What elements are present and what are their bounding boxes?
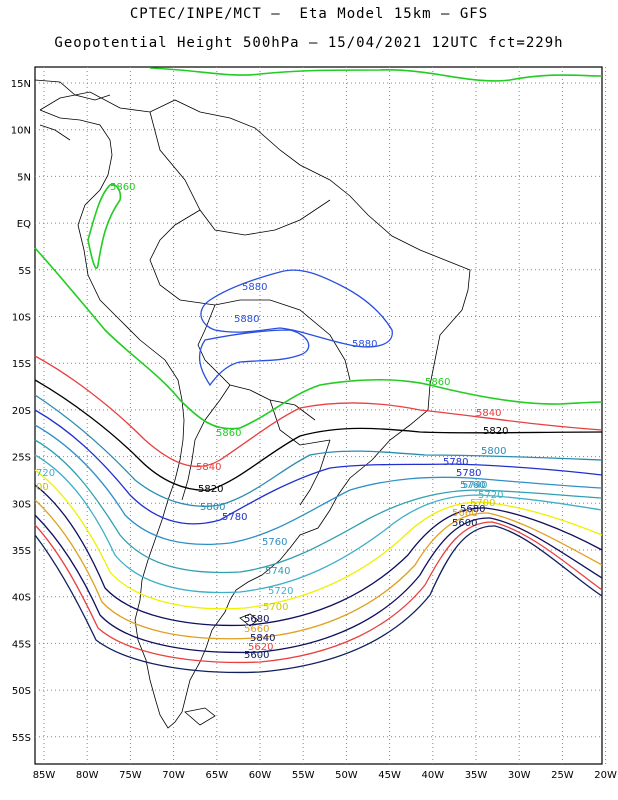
label-5740-b: 5740 [462, 480, 487, 491]
contour-5660 [34, 499, 603, 640]
label-5660-a: 5660 [244, 624, 269, 635]
contour-5860-andes [87, 183, 122, 269]
map-frame [34, 66, 603, 765]
lon-tick-label: 55W [292, 770, 315, 781]
contour-labels: 5880 5880 5880 5860 5860 5860 5840 5840 … [36, 182, 508, 661]
contour-5700 [34, 469, 603, 610]
label-5880-b: 5880 [234, 314, 259, 325]
label-5820-a: 5820 [483, 426, 508, 437]
label-5860-c: 5860 [216, 428, 241, 439]
contour-5620 [34, 521, 603, 664]
label-5640: 5840 [250, 633, 275, 644]
lon-tick-label: 50W [335, 770, 358, 781]
lat-tick-label: 10N [11, 126, 31, 137]
south-america-coast [39, 91, 471, 729]
lat-tick-label: 15N [11, 79, 31, 90]
falkland-islands [239, 613, 259, 627]
contour-5740 [34, 439, 603, 574]
contour-5720 [34, 454, 603, 594]
label-5600-b: 5600 [452, 518, 477, 529]
contour-5600 [34, 525, 603, 674]
lon-tick-label: 75W [119, 770, 142, 781]
lat-tick-label: 15S [12, 359, 31, 370]
contour-5760 [34, 424, 603, 546]
lon-tick-label: 45W [378, 770, 401, 781]
contour-5680 [34, 484, 603, 627]
lat-tick-label: 5S [18, 266, 31, 277]
label-5880-c: 5880 [352, 339, 377, 350]
label-5620: 5620 [248, 642, 273, 653]
lon-tick-label: 60W [249, 770, 272, 781]
contour-5880-north [200, 269, 393, 348]
label-5860-b: 5860 [425, 377, 450, 388]
lat-tick-label: 25S [12, 453, 31, 464]
lon-tick-label: 65W [205, 770, 228, 781]
lon-tick-label: 70W [162, 770, 185, 781]
label-5700-a: 00 [36, 482, 49, 493]
lat-tick-label: 30S [12, 499, 31, 510]
contour-5860-north [149, 67, 603, 82]
contour-5800 [34, 394, 603, 507]
label-5780-c: 5780 [456, 468, 481, 479]
lon-tick-label: 20W [594, 770, 617, 781]
grid-lines [35, 67, 607, 764]
lat-tick-label: 45S [12, 639, 31, 650]
contour-5860 [34, 67, 603, 430]
label-5700-b: 5700 [263, 602, 288, 613]
lat-tick-label: 40S [12, 593, 31, 604]
central-america-coast [34, 79, 111, 141]
country-borders [149, 111, 351, 506]
lon-tick-label: 35W [465, 770, 488, 781]
label-5700-c: 5700 [470, 498, 495, 509]
label-5720-c: 5720 [478, 490, 503, 501]
label-5800-b: 5800 [200, 502, 225, 513]
lon-tick-label: 85W [33, 770, 56, 781]
lon-tick-label: 80W [76, 770, 99, 781]
contour-bands [34, 355, 603, 674]
tierra-del-fuego [184, 707, 216, 726]
lat-tick-label: 50S [12, 686, 31, 697]
lon-tick-label: 30W [508, 770, 531, 781]
label-5840-b: 5840 [196, 462, 221, 473]
contour-5880 [198, 269, 393, 387]
lat-tick-label: 55S [12, 733, 31, 744]
contour-5840 [34, 355, 603, 468]
label-5780-a: 5780 [443, 457, 468, 468]
label-5660-b: 5660 [452, 508, 477, 519]
contour-5880-south [198, 329, 310, 387]
label-5600-a: 5600 [244, 650, 269, 661]
label-5820-b: 5820 [198, 484, 223, 495]
axis-ticks: 15N 10N 5N EQ 5S 10S 15S 20S 25S 30S 35S 40S 45S 50S 5… [11, 79, 617, 781]
lat-tick-label: 5N [17, 172, 31, 183]
lat-tick-label: 35S [12, 546, 31, 557]
label-5680-b: 5680 [460, 504, 485, 515]
contour-5640 [34, 514, 603, 654]
label-5760-a: 5760 [262, 537, 287, 548]
lon-tick-label: 25W [551, 770, 574, 781]
lat-tick-label: EQ [17, 219, 31, 230]
lat-tick-label: 20S [12, 406, 31, 417]
label-5780-b: 5780 [222, 512, 247, 523]
contour-5780 [34, 409, 603, 525]
chart-title-line2: Geopotential Height 500hPa – 15/04/2021 … [54, 35, 564, 51]
contour-5820 [34, 379, 603, 491]
label-5880-a: 5880 [242, 282, 267, 293]
label-5680-a: 5680 [244, 614, 269, 625]
label-5840-a: 5840 [476, 408, 501, 419]
label-5860-a: 5860 [110, 182, 135, 193]
label-5720-b: 5720 [268, 586, 293, 597]
lon-tick-label: 40W [421, 770, 444, 781]
label-5740-a: 5740 [265, 566, 290, 577]
label-5800-a: 5800 [481, 446, 506, 457]
label-5720-a: 720 [36, 468, 55, 479]
label-5760-b: 5760 [460, 480, 485, 491]
chart-title-line1: CPTEC/INPE/MCT – Eta Model 15km – GFS [129, 6, 489, 22]
lat-tick-label: 10S [12, 313, 31, 324]
contour-5860-main [34, 247, 603, 430]
coastlines [34, 79, 471, 729]
